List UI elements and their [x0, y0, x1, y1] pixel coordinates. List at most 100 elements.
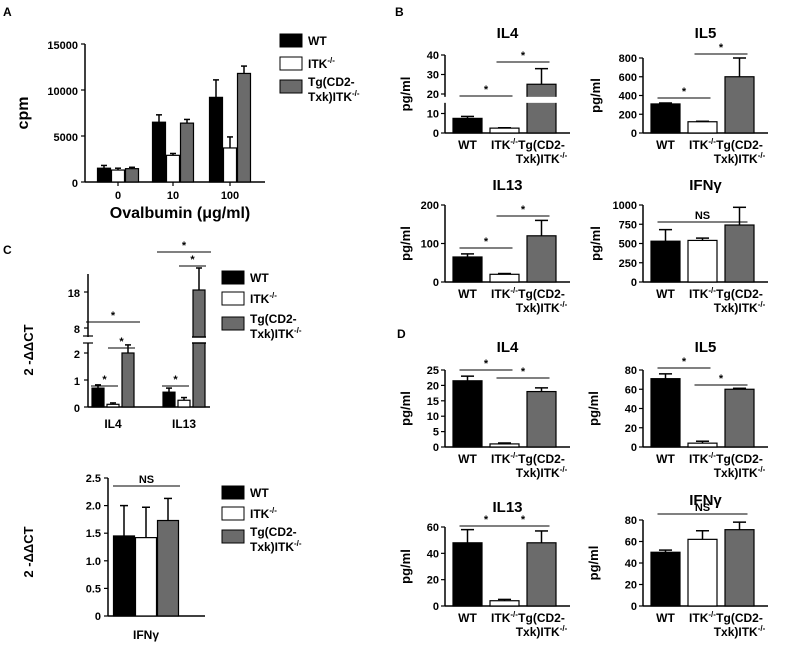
legend-c-top: WT ITK-/- Tg(CD2- Txk)ITK-/-	[221, 270, 302, 341]
y-tick-label: 1.0	[86, 556, 101, 568]
significance-label: *	[521, 366, 526, 378]
bar	[724, 529, 755, 607]
y-axis-label: pg/ml	[588, 78, 603, 113]
y-tick-label: 0	[631, 442, 637, 454]
chart-title: IL4	[497, 25, 519, 42]
category-label: WT	[458, 138, 477, 152]
category-label-line: Txk)ITK	[516, 466, 560, 480]
significance-label: NS	[695, 502, 710, 514]
significance-label: NS	[695, 210, 710, 222]
y-tick-label: 8	[74, 324, 80, 336]
significance-label: *	[682, 356, 687, 368]
y-tick-label: 30	[427, 70, 439, 82]
category-label-sup: -/-	[560, 300, 568, 309]
category-label: ITK-/-	[491, 286, 518, 301]
category-label-sup: -/-	[758, 151, 766, 160]
y-axis-label: 2 -ΔΔCT	[21, 526, 36, 577]
panel-label-c: C	[3, 243, 12, 257]
y-tick-label: 10	[427, 411, 439, 423]
category-label-sup: -/-	[560, 465, 568, 474]
legend-label-tg-line1: Tg(CD2-	[308, 75, 355, 89]
category-label: WT	[458, 287, 477, 301]
y-tick-label: 2.0	[86, 501, 101, 513]
chart-title: IL5	[695, 339, 717, 356]
bar	[489, 443, 520, 448]
panel-label-b: B	[395, 5, 404, 19]
y-tick-label: 2.5	[86, 473, 101, 485]
bar-break	[192, 337, 206, 343]
bar	[156, 519, 180, 617]
chart-a-proliferation: cpm 0 5000 10000 15000 0 10 100 Ovalbumin (μg/ml…	[15, 40, 265, 222]
legend-swatch-itk	[279, 56, 303, 71]
bar	[177, 399, 191, 408]
category-label-text: ITK	[491, 452, 511, 466]
category-label: ITK-/-	[689, 610, 716, 625]
bar	[452, 256, 483, 283]
category-label-line: Tg(CD2-	[716, 287, 763, 301]
significance-label: *	[484, 236, 489, 248]
y-tick-label: 60	[625, 384, 637, 396]
legend-label-wt: WT	[250, 486, 269, 500]
legend-label-tg-line2: Txk)ITK-/-	[250, 539, 302, 554]
chart-title: IL4	[497, 339, 519, 356]
y-tick-label: 20	[625, 580, 637, 592]
panel-label-d: D	[397, 327, 406, 341]
category-label: IL4	[104, 417, 122, 431]
category-label-text: ITK	[491, 611, 511, 625]
y-tick-label: 40	[625, 404, 637, 416]
y-tick-label: 1.5	[86, 528, 101, 540]
bar	[526, 83, 557, 134]
category-label-text: ITK	[491, 138, 511, 152]
significance-label: *	[190, 254, 195, 266]
category-label: ITK-/-	[491, 610, 518, 625]
legend-c-bottom: WT ITK-/- Tg(CD2- Txk)ITK-/-	[221, 485, 302, 554]
y-tick-label: 15000	[47, 40, 78, 52]
legend-swatch-itk	[221, 506, 245, 521]
y-tick-label: 20	[427, 89, 439, 101]
y-tick-label: 750	[619, 219, 637, 231]
y-tick-label: 200	[619, 109, 637, 121]
y-tick-label: 40	[427, 548, 439, 560]
bar	[134, 537, 158, 617]
y-tick-label: 100	[421, 239, 439, 251]
chart-c-ifng: 2 -ΔΔCT 0 0.5 1.0 1.5 2.0 2.5 NS IFNγ	[21, 473, 205, 642]
x-tick-label: 0	[115, 190, 121, 202]
x-axis-label: IFNγ	[133, 628, 159, 642]
category-label-line: Tg(CD2-	[716, 611, 763, 625]
chart-title: IL13	[492, 499, 522, 516]
category-label: Tg(CD2-Txk)ITK-/-	[516, 287, 568, 315]
y-tick-label: 80	[625, 365, 637, 377]
y-tick-label: 40	[625, 558, 637, 570]
bar	[724, 388, 755, 448]
y-tick-label: 20	[625, 423, 637, 435]
y-axis-label: pg/ml	[398, 549, 413, 584]
chart-title: IL5	[695, 25, 717, 42]
legend-label-tg-line1: Tg(CD2-	[250, 312, 297, 326]
category-label-line: Tg(CD2-	[518, 452, 565, 466]
y-axis-label: pg/ml	[398, 77, 413, 112]
bar	[452, 117, 483, 134]
x-tick-label: 100	[221, 190, 239, 202]
y-tick-label: 2	[74, 349, 80, 361]
significance-label: *	[182, 240, 187, 252]
y-tick-label: 400	[619, 91, 637, 103]
category-label: WT	[656, 287, 675, 301]
bar	[112, 535, 136, 617]
y-tick-label: 60	[625, 537, 637, 549]
category-label: Tg(CD2-Txk)ITK-/-	[516, 452, 568, 480]
y-tick-label: 15	[427, 396, 439, 408]
y-tick-label: 800	[619, 53, 637, 65]
bar	[724, 224, 755, 283]
y-tick-label: 200	[421, 200, 439, 212]
significance-label: *	[521, 514, 526, 526]
category-label-line: Txk)ITK	[714, 466, 758, 480]
y-tick-label: 1	[74, 376, 80, 388]
legend-label-tg-line1: Tg(CD2-	[250, 525, 297, 539]
bar	[91, 387, 105, 408]
category-label: Tg(CD2-Txk)ITK-/-	[516, 611, 568, 639]
significance-label: *	[102, 374, 107, 386]
